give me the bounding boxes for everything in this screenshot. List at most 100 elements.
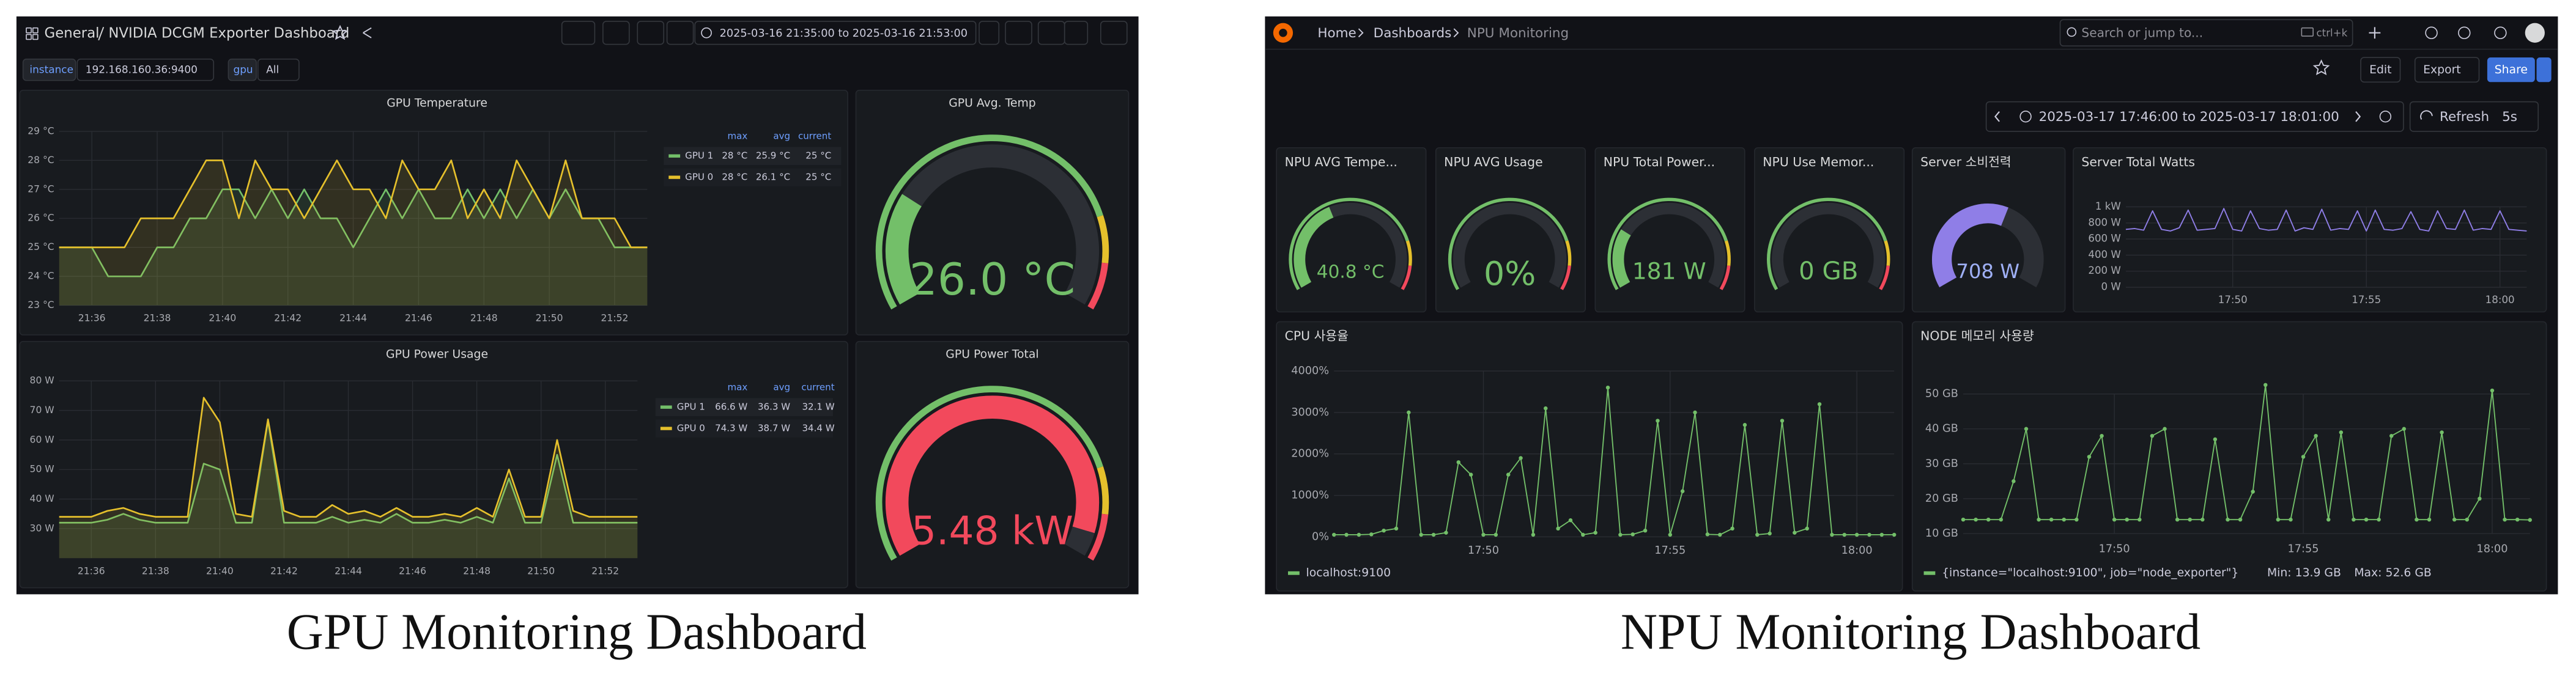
x-tick-label: 18:00 [2476,543,2508,556]
legend-name[interactable]: GPU 0 [677,423,705,434]
toolbar-button[interactable] [602,21,630,45]
toolbar-button[interactable] [666,21,694,45]
data-point [2188,517,2192,522]
series-line [2125,208,2527,232]
button-label[interactable]: Share [2495,64,2528,76]
data-point [1382,528,1386,533]
legend-name[interactable]: localhost:9100 [1306,567,1391,579]
data-point [1544,406,1548,411]
panel-title: NPU Use Memor... [1763,155,1874,169]
legend-header: max [727,130,747,141]
data-point [2037,517,2041,522]
y-tick-label: 3000% [1291,406,1329,419]
y-tick-label: 0 W [2101,281,2121,293]
button-primary[interactable] [2487,57,2535,83]
breadcrumb[interactable]: Dashboards [1374,26,1452,41]
gauge-threshold [1097,215,1109,263]
data-point [1793,530,1797,535]
panel [855,89,1130,336]
toolbar-button[interactable] [637,21,665,45]
breadcrumb[interactable]: Home [1317,26,1356,41]
legend-stat: 28 °C [722,150,747,161]
variable-select[interactable] [76,58,215,81]
legend-name[interactable]: GPU 1 [677,402,705,413]
y-tick-label: 26 °C [28,213,54,224]
panel-title: NPU AVG Usage [1444,155,1543,169]
star-icon[interactable] [2312,59,2330,75]
legend-row [664,168,842,186]
toolbar-button[interactable] [1064,21,1089,45]
x-tick-label: 21:46 [399,565,426,576]
refresh-picker[interactable] [2409,101,2539,132]
legend-stat: 32.1 W [802,402,835,413]
data-point [1630,532,1635,537]
data-point [1456,460,1460,464]
legend-name[interactable]: GPU 1 [685,150,713,161]
button-dropdown[interactable] [2536,57,2552,83]
button[interactable] [2414,57,2480,83]
data-point [1854,532,1859,537]
time-picker[interactable] [1985,101,2404,132]
share-icon[interactable] [363,27,372,39]
data-point [2352,517,2356,522]
legend-stat: 66.6 W [715,402,747,413]
search-box[interactable] [2059,19,2353,47]
time-range[interactable]: 2025-03-16 21:35:00 to 2025-03-16 21:53:… [720,28,968,40]
avatar[interactable] [2525,23,2545,43]
y-tick-label: 80 W [30,375,54,386]
variable-value[interactable]: All [266,64,279,76]
legend-name[interactable]: GPU 0 [685,172,713,183]
gauge-threshold [1401,265,1412,290]
series-area [59,397,638,559]
data-point [2301,455,2306,459]
button[interactable] [2360,57,2401,83]
data-point [1805,526,1809,531]
y-tick-label: 40 W [30,493,54,504]
gauge-value [1932,204,2008,288]
button-label[interactable]: Export [2423,64,2461,76]
variable-select[interactable] [257,58,300,81]
data-point [2528,518,2532,522]
data-point [2490,388,2495,393]
data-point [1986,517,1991,522]
x-tick-label: 17:55 [2352,294,2381,306]
variable-label [228,58,257,81]
panel [1754,147,1905,313]
refresh-interval[interactable]: 5s [2502,109,2517,125]
plus-icon[interactable] [2369,27,2381,39]
legend-stat: 38.7 W [758,423,790,434]
clock-icon [2019,111,2032,123]
toolbar-icon[interactable] [2458,26,2471,39]
refresh-button[interactable]: Refresh [2440,109,2489,125]
menu-icon [32,34,39,40]
legend-marker [1288,571,1300,575]
toolbar-button[interactable] [1005,21,1032,45]
zoom-icon[interactable] [2379,111,2392,123]
data-point [2213,437,2218,442]
data-point [1742,423,1747,427]
breadcrumb[interactable]: General [45,26,100,42]
variable-value[interactable]: 192.168.160.36:9400 [86,64,198,76]
legend-name[interactable]: {instance="localhost:9100", job="node_ex… [1942,567,2238,579]
panel [1276,147,1427,313]
data-point [1444,530,1448,535]
gauge-threshold [1607,197,1728,290]
gauge-threshold [1087,513,1109,561]
button-label[interactable]: Edit [2369,64,2391,76]
toolbar-icon[interactable] [2494,26,2507,39]
toolbar-button[interactable] [1100,21,1128,45]
legend-stat: 28 °C [722,172,747,183]
data-point [1974,517,1978,522]
y-tick-label: 10 GB [1925,527,1958,540]
keyboard-icon [2301,27,2314,37]
search-placeholder[interactable]: Search or jump to... [2081,26,2203,40]
series-line [1963,384,2530,521]
legend-marker [668,175,681,179]
toolbar-button[interactable] [979,21,1000,45]
toolbar-button[interactable] [561,21,596,45]
star-icon[interactable] [332,24,349,40]
time-range[interactable]: 2025-03-17 17:46:00 to 2025-03-17 18:01:… [2039,109,2339,125]
toolbar-icon[interactable] [2425,26,2438,39]
time-picker[interactable] [694,21,977,45]
